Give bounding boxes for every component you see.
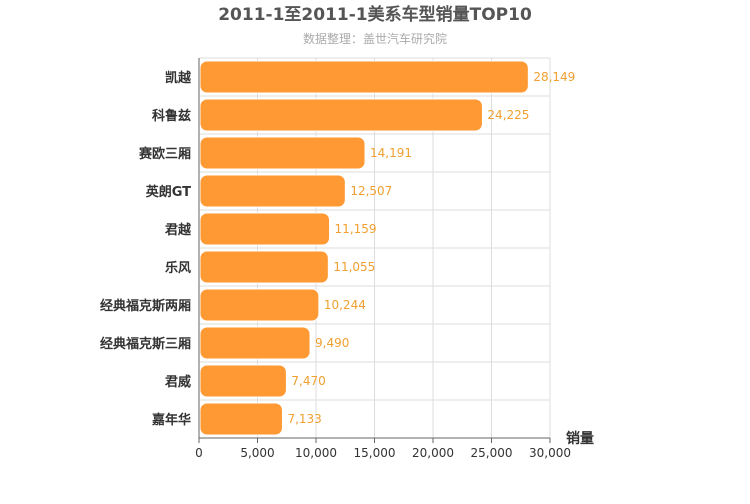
- bar-value-label: 28,149: [533, 70, 575, 84]
- bar: [199, 98, 483, 132]
- chart-title: 2011-1至2011-1美系车型销量TOP10: [218, 4, 532, 25]
- bar: [199, 174, 346, 208]
- x-tick-label: 0: [195, 446, 203, 460]
- category-label: 经典福克斯两厢: [100, 298, 191, 314]
- bar: [199, 60, 529, 94]
- category-label: 君越: [165, 222, 192, 238]
- x-tick-label: 30,000: [529, 446, 571, 460]
- category-label: 嘉年华: [151, 412, 191, 428]
- bar-value-label: 10,244: [324, 298, 366, 312]
- bar: [199, 136, 366, 170]
- category-label: 凯越: [165, 70, 192, 86]
- category-label: 经典福克斯三厢: [100, 336, 191, 352]
- bar-value-label: 11,159: [335, 222, 377, 236]
- bar-value-label: 7,470: [291, 374, 325, 388]
- x-tick-label: 20,000: [412, 446, 454, 460]
- category-label: 赛欧三厢: [138, 146, 191, 162]
- category-label: 君威: [165, 374, 191, 390]
- bar: [199, 250, 329, 284]
- chart-subtitle: 数据整理：盖世汽车研究院: [303, 31, 447, 46]
- x-axis: 0 5,000 10,000 15,000 20,000 25,000 30,000: [195, 58, 571, 460]
- category-label: 乐风: [165, 260, 191, 276]
- bar-value-label: 7,133: [287, 412, 321, 426]
- bar-value-label: 24,225: [487, 108, 529, 122]
- bar: [199, 326, 311, 360]
- bar-value-label: 9,490: [315, 336, 349, 350]
- category-label: 英朗GT: [145, 184, 191, 200]
- bar: [199, 402, 283, 436]
- bars: 28,149 24,225 14,191 12,507 11,159 11,055 10,2…: [199, 60, 575, 436]
- x-tick-label: 15,000: [354, 446, 396, 460]
- bar-value-label: 11,055: [333, 260, 375, 274]
- bar: [199, 288, 320, 322]
- bar: [199, 364, 287, 398]
- category-label: 科鲁兹: [152, 108, 191, 124]
- bar-value-label: 12,507: [350, 184, 392, 198]
- bar: [199, 212, 331, 246]
- x-tick-label: 5,000: [240, 446, 274, 460]
- x-tick-label: 25,000: [471, 446, 513, 460]
- x-tick-label: 10,000: [295, 446, 337, 460]
- bar-value-label: 14,191: [370, 146, 412, 160]
- x-axis-title: 销量: [566, 430, 594, 447]
